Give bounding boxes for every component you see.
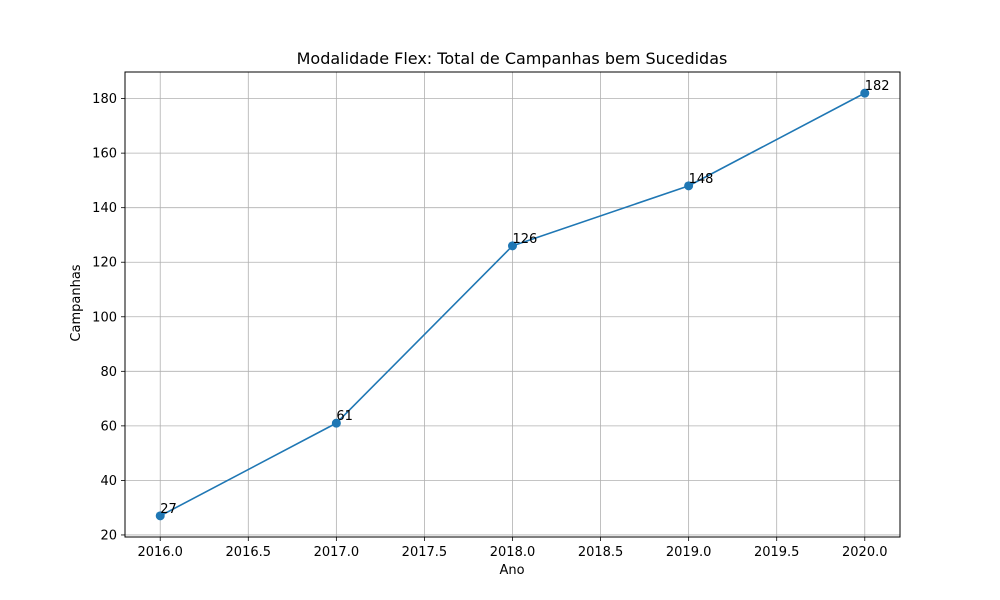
x-tick-label: 2018.0 [490, 545, 536, 560]
y-tick-label: 180 [92, 92, 117, 107]
axis-ticks: 2016.0 2016.5 2017.0 2017.5 2018.0 2018.5 2019… [92, 92, 887, 560]
grid-lines [125, 72, 900, 537]
y-tick-label: 60 [100, 419, 117, 434]
data-point-marker [508, 241, 517, 251]
y-tick-label: 80 [100, 365, 117, 380]
data-label: 61 [336, 409, 353, 424]
y-tick-label: 120 [92, 256, 117, 271]
data-point-marker [684, 181, 694, 191]
y-tick-label: 160 [92, 147, 117, 162]
data-point-marker [331, 418, 341, 428]
y-axis-label: Campanhas [69, 264, 84, 341]
data-label: 182 [865, 79, 890, 94]
data-point-marker [860, 88, 870, 98]
y-tick-label: 40 [100, 474, 117, 489]
x-tick-label: 2016.0 [137, 545, 183, 560]
data-label: 27 [160, 502, 177, 517]
series-layer: 27 61 126 148 182 [155, 79, 890, 521]
x-tick-label: 2017.5 [402, 545, 448, 560]
x-tick-label: 2017.0 [314, 545, 360, 560]
x-tick-label: 2018.5 [578, 545, 624, 560]
x-tick-label: 2016.5 [226, 545, 272, 560]
y-tick-label: 140 [92, 201, 117, 216]
x-tick-label: 2020.0 [842, 545, 888, 560]
data-point-marker [155, 511, 165, 521]
y-tick-label: 100 [92, 310, 117, 325]
chart-title: Modalidade Flex: Total de Campanhas bem … [297, 49, 728, 68]
x-axis-label: Ano [499, 563, 524, 578]
data-label: 148 [689, 172, 714, 187]
x-tick-label: 2019.5 [754, 545, 800, 560]
y-tick-label: 20 [100, 528, 117, 543]
data-label: 126 [513, 232, 538, 247]
x-tick-label: 2019.0 [666, 545, 712, 560]
